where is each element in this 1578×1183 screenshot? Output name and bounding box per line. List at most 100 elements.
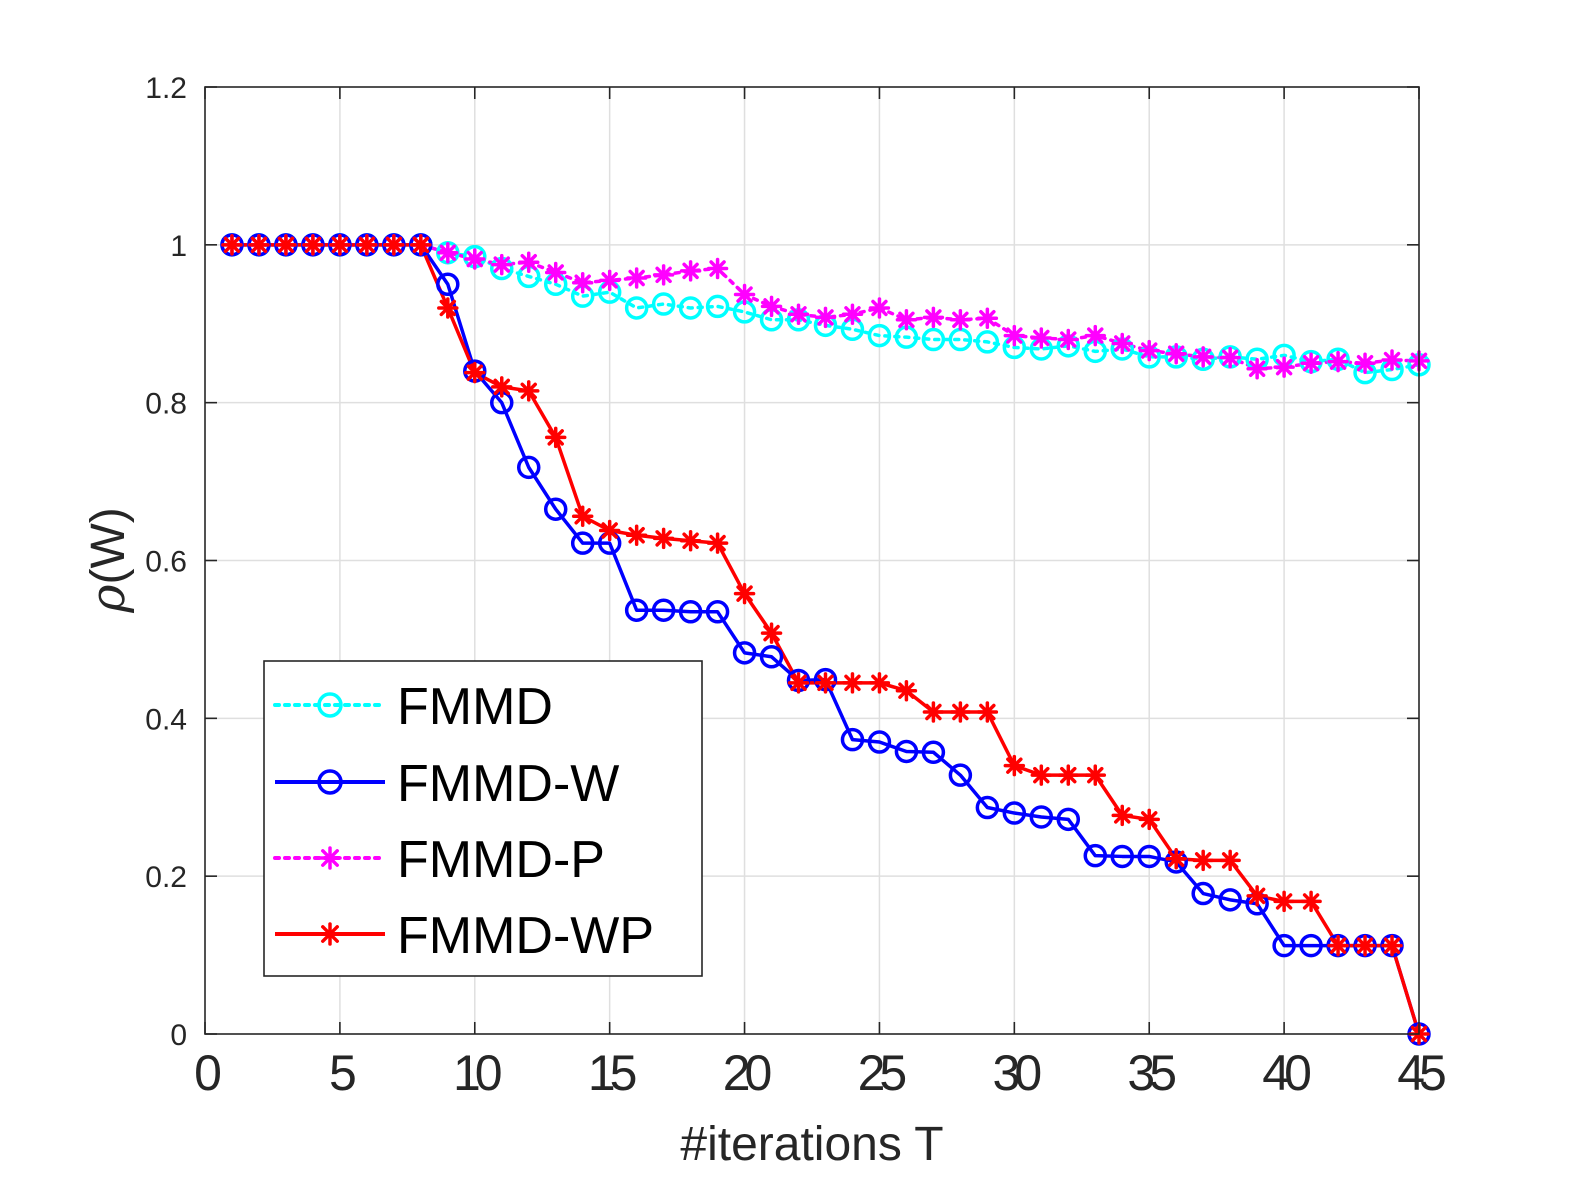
point-fmmd-wp-stroke xyxy=(1194,852,1212,869)
point-fmmd-p xyxy=(1165,342,1187,365)
point-fmmd-p xyxy=(1192,346,1214,368)
point-fmmd-w xyxy=(651,598,676,622)
y-axis-label: ρ(W) xyxy=(80,507,136,614)
point-fmmd-wp xyxy=(517,380,540,402)
point-fmmd-wp xyxy=(1273,890,1295,913)
point-fmmd-p-stroke xyxy=(871,299,888,317)
point-fmmd-w xyxy=(705,600,730,624)
point-fmmd-p xyxy=(760,295,783,318)
point-fmmd xyxy=(705,294,730,319)
point-fmmd-p xyxy=(733,283,756,306)
point-fmmd xyxy=(867,323,892,348)
point-fmmd-wp xyxy=(625,524,648,546)
point-fmmd-wp-stroke xyxy=(1302,893,1320,910)
point-fmmd-p-stroke xyxy=(790,306,807,323)
point-fmmd-p-stroke xyxy=(925,309,942,326)
point-fmmd-wp-stroke xyxy=(358,236,376,254)
y-tick-label: 0.8 xyxy=(145,388,187,421)
y-axis-label-symbol: ρ xyxy=(80,585,136,614)
point-fmmd-p-stroke xyxy=(1167,345,1185,362)
point-fmmd-p xyxy=(841,303,864,326)
point-fmmd-wp-stroke xyxy=(790,674,807,692)
point-fmmd-p xyxy=(1381,349,1403,371)
point-fmmd-p xyxy=(464,248,486,270)
point-fmmd-w xyxy=(1218,888,1242,912)
point-fmmd-p xyxy=(1219,346,1241,369)
point-fmmd-w xyxy=(1029,805,1054,829)
x-tick-label: 20 xyxy=(723,1045,771,1101)
point-fmmd-wp-stroke xyxy=(1275,893,1293,910)
point-fmmd-wp-stroke xyxy=(493,378,510,396)
point-fmmd-wp-stroke xyxy=(439,299,457,317)
point-fmmd-wp xyxy=(571,505,594,528)
point-fmmd-w xyxy=(678,600,703,624)
point-fmmd-wp xyxy=(491,376,513,398)
point-fmmd-wp-stroke xyxy=(466,364,484,381)
legend-marker-fmmd xyxy=(317,692,343,718)
point-fmmd-wp-stroke xyxy=(1383,937,1401,954)
point-fmmd-w xyxy=(894,739,919,764)
point-fmmd-w xyxy=(570,531,595,555)
point-fmmd-w xyxy=(867,730,892,754)
point-fmmd-p-stroke xyxy=(1114,335,1131,352)
point-fmmd-wp xyxy=(248,234,270,256)
point-fmmd-p-stroke xyxy=(763,298,780,315)
point-fmmd-wp-stroke xyxy=(277,236,295,254)
point-fmmd-wp-stroke xyxy=(250,236,268,254)
legend-marker-fmmd-w xyxy=(317,769,343,795)
point-fmmd-wp xyxy=(1030,764,1053,786)
point-fmmd-wp-stroke xyxy=(601,522,618,539)
y-axis-label-text: (W) xyxy=(82,507,135,584)
point-fmmd-p xyxy=(1273,356,1295,378)
point-fmmd-wp xyxy=(679,530,702,552)
point-fmmd-p xyxy=(625,267,648,289)
point-fmmd-wp xyxy=(329,234,351,256)
point-fmmd-w xyxy=(516,455,541,480)
point-fmmd-wp xyxy=(1111,804,1133,827)
point-fmmd-p xyxy=(1354,352,1376,374)
point-fmmd-p-stroke xyxy=(1221,349,1239,366)
legend: FMMD FMMD-W FMMD-P FMMD-WP xyxy=(263,660,703,977)
point-fmmd-wp xyxy=(1354,934,1376,957)
x-tick-label: 15 xyxy=(588,1045,636,1101)
point-fmmd-wp-stroke xyxy=(1060,766,1077,784)
point-fmmd-wp xyxy=(1138,808,1160,831)
point-fmmd-p xyxy=(517,251,540,273)
point-fmmd-p xyxy=(1003,324,1026,347)
point-fmmd-w xyxy=(1056,807,1081,832)
point-fmmd-wp xyxy=(1381,934,1403,957)
point-fmmd-w xyxy=(436,272,460,297)
point-fmmd-p-stroke xyxy=(844,306,861,323)
x-tick-label: 30 xyxy=(993,1045,1041,1101)
point-fmmd-wp-stroke xyxy=(1329,937,1347,954)
point-fmmd-w xyxy=(948,763,973,787)
point-fmmd-p-stroke xyxy=(466,250,484,268)
x-tick-label: 25 xyxy=(858,1045,906,1101)
point-fmmd-p-stroke xyxy=(601,272,618,289)
point-fmmd-wp xyxy=(275,234,297,256)
point-fmmd-p xyxy=(679,260,702,282)
point-fmmd-wp-stroke xyxy=(412,236,430,254)
x-tick-label: 45 xyxy=(1397,1045,1445,1101)
point-fmmd-wp xyxy=(733,582,756,605)
point-fmmd-p xyxy=(571,271,594,294)
point-fmmd-w xyxy=(1083,843,1108,868)
point-fmmd-wp xyxy=(868,672,891,694)
point-fmmd-wp xyxy=(302,234,324,256)
point-fmmd-p-stroke xyxy=(1140,342,1158,359)
point-fmmd-wp xyxy=(383,234,405,256)
point-fmmd-wp xyxy=(1057,764,1080,786)
point-fmmd-p-stroke xyxy=(736,286,753,303)
point-fmmd-p xyxy=(895,309,918,331)
point-fmmd-w xyxy=(759,645,784,669)
point-fmmd-wp xyxy=(1246,885,1268,907)
legend-label-fmmd-w: FMMD-W xyxy=(397,755,619,813)
point-fmmd-p-stroke xyxy=(898,311,915,329)
point-fmmd-wp-stroke xyxy=(1114,807,1131,824)
point-fmmd-p-stroke xyxy=(655,266,672,284)
point-fmmd-p-stroke xyxy=(682,262,699,280)
point-fmmd-wp-stroke xyxy=(520,382,537,400)
point-fmmd-p-stroke xyxy=(979,309,996,327)
x-tick-label: 35 xyxy=(1127,1045,1175,1101)
point-fmmd-wp-stroke xyxy=(979,703,996,721)
